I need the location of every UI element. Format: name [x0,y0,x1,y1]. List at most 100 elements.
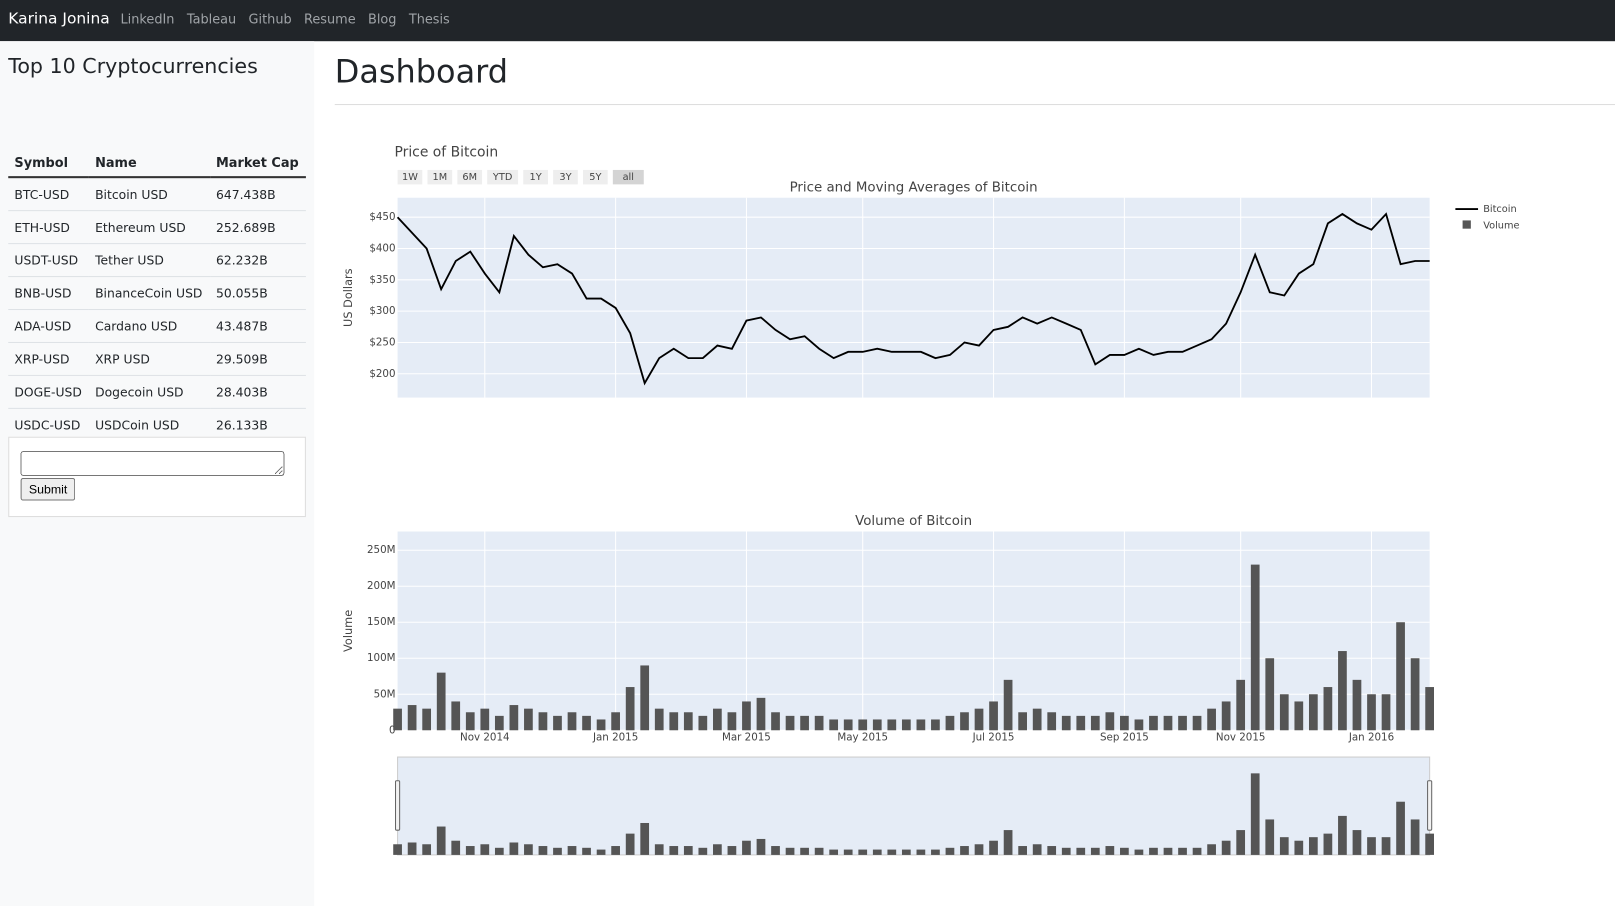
range-button[interactable] [487,169,519,185]
volume-bar [1047,712,1057,731]
nav-link[interactable]: Resume [304,11,356,27]
nav-link[interactable]: LinkedIn [120,11,175,27]
nav-link[interactable]: Blog [367,11,397,27]
slider-bar [1061,847,1071,855]
volume-bar [1323,687,1333,731]
x-tick-label: Nov 2014 [460,731,510,743]
y-tick-label: $300 [369,305,395,317]
column-header: Market Cap [209,148,306,179]
y-tick-label: 50M [374,688,396,700]
range-button-label[interactable]: 1M [432,172,447,183]
slider-bar [727,846,737,855]
y-tick-label: 200M [367,580,396,592]
volume-bar [1250,564,1260,731]
range-button[interactable] [612,169,644,185]
volume-bar [1090,715,1100,731]
slider-bar [509,842,519,855]
range-button[interactable] [397,169,423,185]
slider-bar [1032,844,1042,855]
volume-bar [596,719,606,731]
slider-bar [931,849,940,855]
nav-link[interactable]: Tableau [186,11,237,27]
volume-bar [582,715,591,731]
table-cell: BTC-USD [8,176,89,211]
submit-button[interactable]: Submit [20,477,76,501]
volume-bar [451,701,461,731]
slider-bar [1090,847,1100,855]
range-button[interactable] [457,169,483,185]
table-cell: BNB-USD [8,276,89,310]
slider-bar [1221,840,1231,855]
brand[interactable]: Karina Jonina [8,9,110,28]
dashboard-title: Dashboard [334,53,508,91]
slider-bar [960,846,969,855]
slider-bar [771,846,780,855]
slider-bar [1003,830,1013,855]
volume-bar [1221,701,1231,731]
y-tick-label: $400 [369,242,395,254]
volume-bar [901,719,911,731]
range-button[interactable] [553,169,578,185]
volume-bar [1294,701,1304,731]
range-button-label[interactable]: 1Y [530,172,542,183]
volume-bar [1367,694,1376,731]
range-button-label[interactable]: YTD [492,172,512,183]
volume-bar [611,712,620,731]
range-button[interactable] [582,169,608,185]
range-button-label[interactable]: 5Y [589,172,601,183]
ticker-input[interactable] [20,451,285,476]
slider-bar [1076,847,1086,855]
plot-background [397,197,1430,398]
slider-bar [393,844,402,855]
volume-bar [567,712,577,731]
y-axis-title: US Dollars [341,268,355,327]
volume-bar [1396,622,1405,731]
slider-handle[interactable] [395,780,401,831]
slider-handle[interactable] [1427,780,1433,831]
slider-bar [1192,847,1202,855]
volume-bar [1425,687,1435,731]
table-cell: 43.487B [209,308,306,343]
table-cell: Cardano USD [88,308,210,343]
table-row: DOGE-USD Dogecoin USD 28.403B [8,374,306,409]
slider-bar [1047,846,1057,855]
legend-label: Volume [1483,221,1519,232]
x-tick-label: Mar 2015 [722,731,771,743]
volume-bar [480,708,490,731]
volume-bar [1149,715,1158,731]
slider-bar [945,847,955,855]
nav-link[interactable]: Thesis [408,11,450,27]
range-button[interactable] [427,169,453,185]
slider-bar [407,842,417,855]
range-button-label[interactable]: all [623,172,634,183]
volume-bar [829,719,839,731]
range-slider[interactable] [397,756,1431,856]
slider-bar [1396,801,1405,855]
header-row: Symbol Name Market Cap [8,148,306,179]
range-button[interactable] [523,169,548,185]
volume-bar [1192,715,1202,731]
table-row: BTC-USD Bitcoin USD 647.438B [8,176,306,211]
volume-bar [1003,679,1013,731]
range-button-label[interactable]: 6M [462,172,477,183]
legend-label: Bitcoin [1483,204,1517,215]
slider-bar [451,840,461,855]
slider-bar [1265,819,1275,855]
volume-bar [713,708,722,731]
volume-bar [800,715,809,731]
chart-title: Volume of Bitcoin [855,514,972,529]
y-axis-title: Volume [341,610,355,652]
table-cell: 26.133B [209,407,306,442]
slider-bar [669,846,679,855]
slider-bar [1425,833,1435,855]
range-button-label[interactable]: 3Y [559,172,571,183]
volume-bar [1338,651,1347,731]
range-button-label[interactable]: 1W [402,172,418,183]
slider-bar [974,844,984,855]
volume-bar [654,708,664,731]
volume-bar [1236,679,1246,731]
slider-bar [756,838,766,855]
volume-bar [625,687,635,731]
slider-bar [553,847,562,855]
nav-link[interactable]: Github [248,11,292,27]
